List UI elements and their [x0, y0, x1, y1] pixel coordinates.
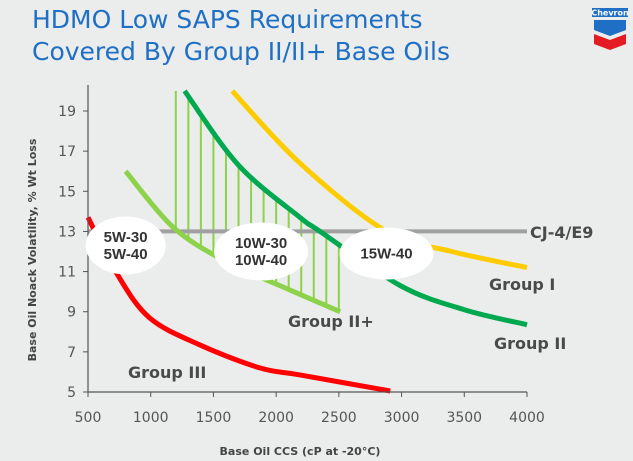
y-tick-label: 11 — [58, 265, 76, 281]
y-tick-label: 9 — [67, 305, 76, 321]
grade-label: 5W-40 — [104, 246, 148, 263]
y-tick-label: 7 — [67, 345, 76, 361]
y-tick-label: 15 — [58, 184, 76, 200]
label-group-ii: Group II — [494, 334, 566, 353]
y-tick-label: 5 — [67, 385, 76, 401]
label-ref-line: CJ-4/E9 — [530, 223, 593, 242]
svg-text:Chevron: Chevron — [592, 9, 628, 18]
chevron-logo: Chevron — [592, 8, 628, 50]
x-tick-label: 1000 — [133, 410, 169, 426]
x-tick-label: 1500 — [196, 410, 232, 426]
grade-label: 15W-40 — [360, 246, 412, 263]
y-tick-label: 19 — [58, 104, 76, 120]
y-tick-label: 13 — [58, 224, 76, 240]
x-tick-label: 2500 — [321, 410, 357, 426]
x-tick-label: 4000 — [509, 410, 545, 426]
grade-label: 10W-30 — [235, 235, 287, 252]
grade-ellipse — [214, 222, 309, 281]
grade-ellipse — [339, 227, 434, 280]
label-group-i: Group I — [489, 275, 555, 294]
slide-title: HDMO Low SAPS Requirements Covered By Gr… — [32, 4, 450, 68]
label-group-iii: Group III — [128, 363, 206, 382]
title-line-2: Covered By Group II/II+ Base Oils — [32, 37, 451, 66]
y-axis-label: Base Oil Noack Volatility, % Wt Loss — [26, 138, 39, 361]
x-tick-label: 2000 — [258, 410, 294, 426]
x-tick-label: 3500 — [446, 410, 482, 426]
y-tick-label: 17 — [58, 144, 76, 160]
grade-label: 5W-30 — [104, 229, 148, 246]
grade-ellipse — [85, 216, 166, 275]
series-group-ii — [182, 89, 528, 328]
x-axis-label: Base Oil CCS (cP at -20°C) — [220, 445, 381, 458]
x-tick-label: 500 — [75, 410, 102, 426]
label-group-ii-plus: Group II+ — [288, 312, 374, 331]
grade-label: 10W-40 — [235, 252, 287, 269]
title-line-1: HDMO Low SAPS Requirements — [32, 5, 423, 34]
x-tick-label: 3000 — [384, 410, 420, 426]
